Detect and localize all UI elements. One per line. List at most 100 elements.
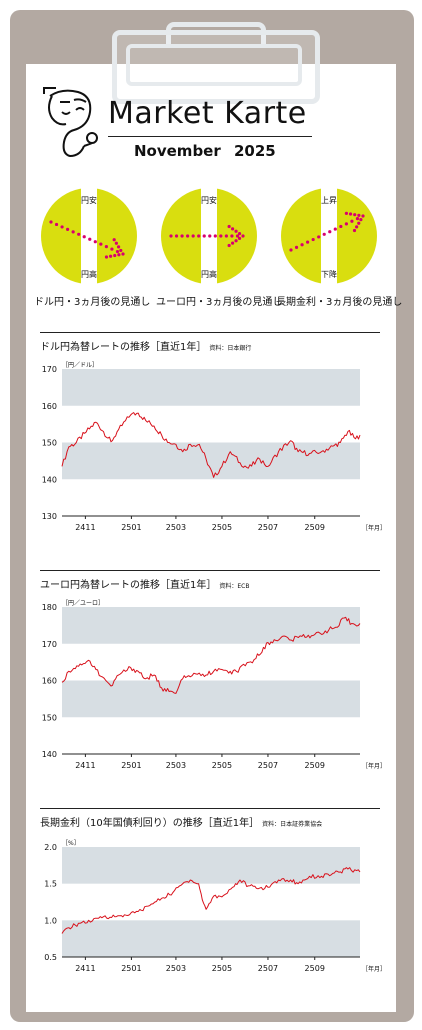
y-axis-unit: ［円／ドル］ (62, 362, 98, 369)
y-tick-label: 130 (42, 512, 57, 521)
arrow-dot (115, 249, 120, 254)
x-tick-label: 2505 (212, 964, 232, 973)
arrow-dot (344, 222, 348, 226)
arrow-dot (174, 234, 179, 238)
y-tick-label: 140 (42, 750, 57, 759)
arrow-head-dot (113, 253, 117, 258)
y-tick-label: 1.5 (44, 880, 57, 889)
arrow-head-dot (117, 253, 121, 257)
gauge-top-label: 円安 (81, 195, 97, 205)
arrow-head-dot (231, 241, 235, 245)
x-tick-label: 2505 (212, 761, 232, 770)
arrow-dot (104, 245, 108, 249)
x-tick-label: 2503 (166, 523, 186, 532)
x-axis-unit: ［年月］ (362, 524, 386, 532)
arrow-head-dot (109, 254, 113, 258)
y-tick-label: 1.0 (44, 916, 57, 925)
arrow-head-dot (237, 236, 242, 240)
arrow-dot (289, 248, 293, 252)
arrow-head-dot (227, 224, 231, 229)
chart-title-text: 長期金利（10年国債利回り）の推移［直近1年］ (40, 818, 260, 829)
arrow-dot (328, 230, 332, 234)
gauge-strip (81, 188, 97, 284)
arrow-dot (99, 242, 103, 246)
eurjpy-chart: 140 150 160 170 180 ［円／ユーロ］ 2411 2501 2503 2505 25… (42, 600, 386, 770)
section-rule-usdjpy (40, 332, 380, 333)
arrow-head-dot (112, 238, 116, 242)
gauge-strip (321, 188, 337, 284)
arrow-head-dot (114, 241, 118, 245)
stethoscope-face-icon (43, 87, 98, 158)
arrow-dot (49, 220, 53, 224)
outlook-caption-usdjpy: ドル円・3ヵ月後の見通し (34, 297, 151, 308)
chart-title-usdjpy: ドル円為替レートの推移［直近1年］ 資料：日本銀行 (40, 338, 251, 353)
arrow-head-dot (357, 221, 361, 225)
arrow-dot (110, 247, 114, 251)
x-tick-label: 2411 (75, 964, 95, 973)
jgb-chart: 0.5 1.0 1.5 2.0 ［%］ 2411 2501 2503 2505 2507 2509 ［… (44, 840, 386, 973)
arrow-head-dot (119, 248, 123, 253)
arrow-head-dot (355, 225, 359, 229)
y-axis-unit: ［円／ユーロ］ (62, 600, 104, 607)
outlook-caption-jgb: 長期金利・3ヵ月後の見通し (276, 297, 403, 308)
y-tick-label: 150 (42, 439, 57, 448)
arrow-head-dot (116, 245, 121, 249)
arrow-dot (322, 232, 326, 236)
gauge-top-label: 円安 (201, 195, 217, 205)
outlook-caption-eurjpy: ユーロ円・3ヵ月後の見通し (156, 297, 283, 308)
arrow-dot (169, 234, 173, 238)
x-axis-unit: ［年月］ (362, 762, 386, 770)
outlook-arrow-down (49, 220, 125, 259)
arrow-dot (300, 243, 304, 247)
chart-source: 資料：日本証券業協会 (262, 821, 323, 828)
x-tick-label: 2503 (166, 964, 186, 973)
arrow-dot (339, 224, 343, 229)
arrow-dot (241, 234, 245, 238)
y-tick-label: 140 (42, 475, 57, 484)
clip-hole (126, 44, 302, 86)
arrow-dot (294, 245, 299, 249)
series-line (61, 616, 361, 694)
arrow-head-dot (234, 239, 238, 243)
arrow-dot (333, 227, 337, 231)
arrow-dot (54, 222, 59, 227)
section-rule-jgb (40, 808, 380, 809)
arrow-dot (197, 234, 201, 238)
arrow-dot (186, 234, 190, 238)
outlook-arrow-up (289, 211, 365, 252)
arrow-dot (66, 227, 70, 231)
chart-band (62, 680, 360, 718)
arrow-dot (235, 234, 240, 238)
x-tick-label: 2509 (305, 761, 325, 770)
chart-title-eurjpy: ユーロ円為替レートの推移［直近1年］ 資料：ECB (40, 576, 249, 591)
x-tick-label: 2507 (258, 523, 278, 532)
arrow-dot (121, 252, 125, 256)
chart-title-jgb: 長期金利（10年国債利回り）の推移［直近1年］ 資料：日本証券業協会 (40, 814, 322, 829)
series-line (61, 867, 361, 934)
arrow-dot (213, 234, 217, 238)
y-tick-label: 170 (42, 640, 57, 649)
x-tick-label: 2505 (212, 523, 232, 532)
arrow-dot (71, 230, 75, 234)
report-month: November (134, 142, 221, 160)
arrow-dot (202, 234, 206, 238)
x-tick-label: 2501 (121, 761, 141, 770)
x-tick-label: 2507 (258, 761, 278, 770)
arrow-dot (224, 234, 228, 238)
arrow-head-dot (104, 255, 109, 259)
arrow-head-dot (231, 227, 235, 231)
chart-source: 資料：日本銀行 (209, 345, 252, 352)
x-tick-label: 2501 (121, 964, 141, 973)
arrow-dot (191, 234, 195, 238)
arrow-dot (361, 214, 365, 218)
gauge-bottom-label: 円高 (81, 269, 97, 279)
page-title: Market Karte (108, 96, 307, 131)
y-tick-label: 160 (42, 402, 57, 411)
x-tick-label: 2507 (258, 964, 278, 973)
arrow-dot (306, 240, 310, 244)
chart-title-text: ドル円為替レートの推移［直近1年］ (40, 342, 207, 353)
arrow-dot (355, 217, 360, 221)
x-tick-label: 2501 (121, 523, 141, 532)
y-tick-label: 150 (42, 713, 57, 722)
